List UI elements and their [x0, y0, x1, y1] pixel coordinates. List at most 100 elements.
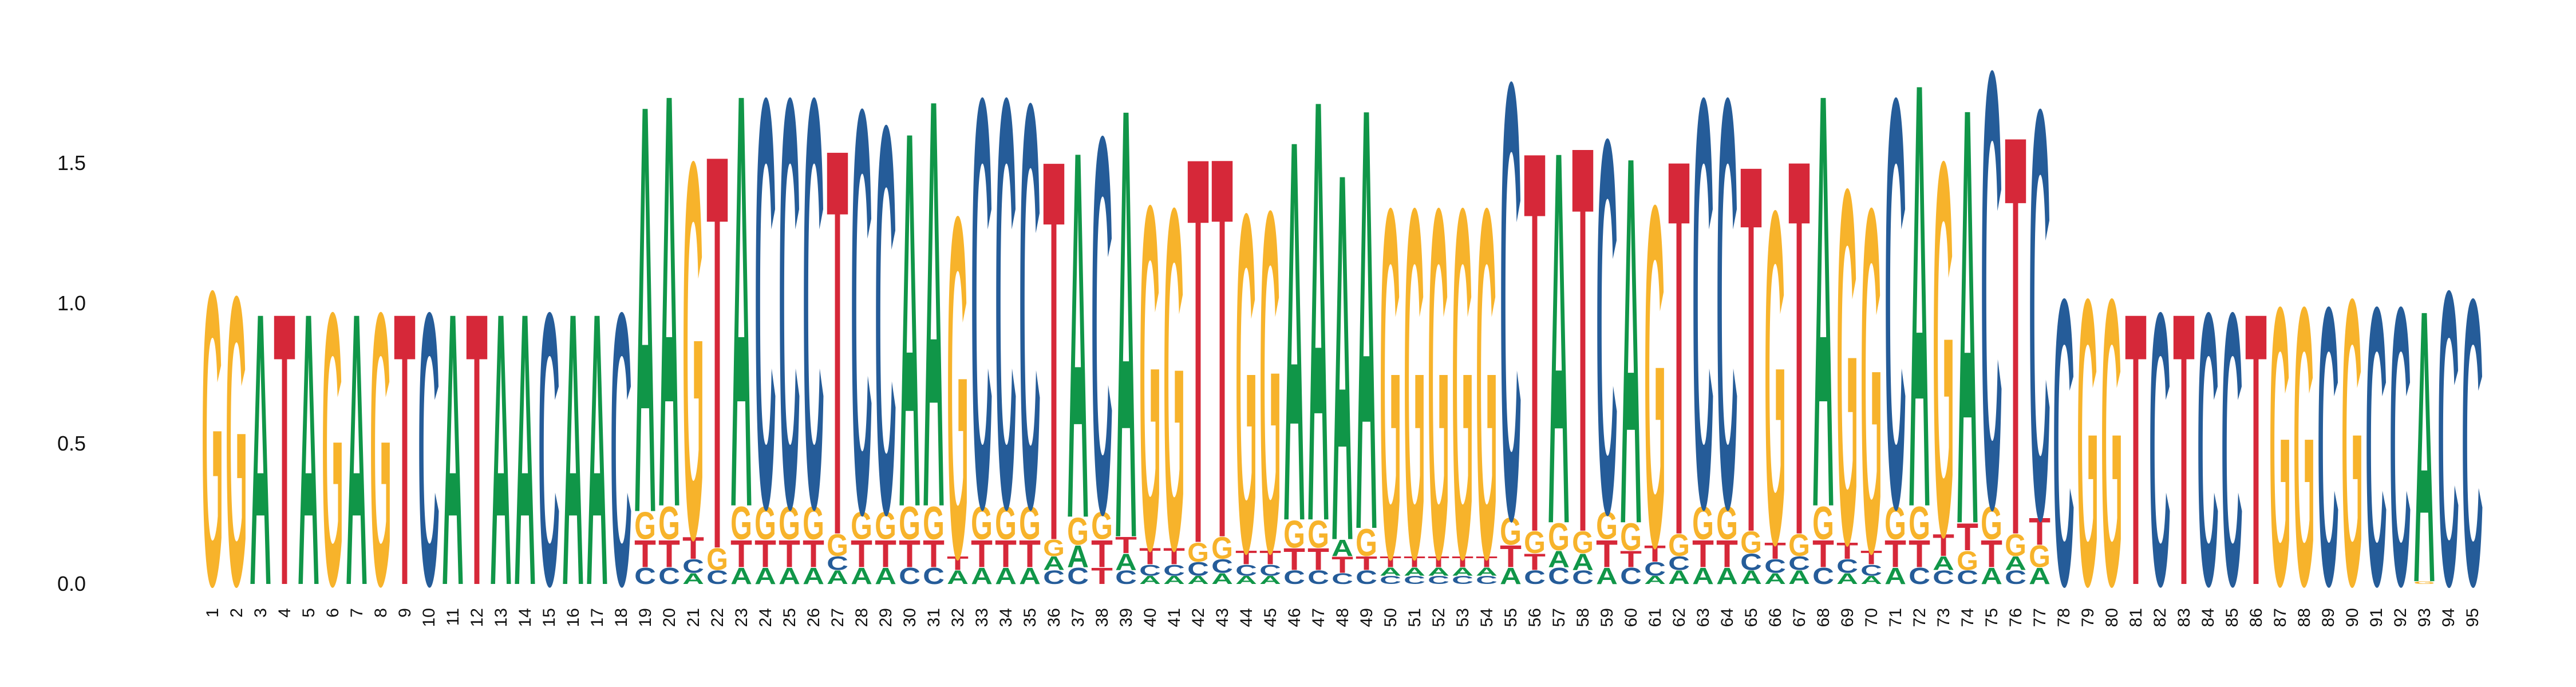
- x-tick-label: 22: [708, 608, 727, 627]
- logo-letter-A: A: [2005, 552, 2026, 574]
- x-tick-label: 39: [1117, 608, 1136, 627]
- logo-letter-G: G: [706, 542, 728, 577]
- x-tick-label: 90: [2343, 608, 2362, 627]
- logo-letter-A: A: [1668, 567, 1690, 589]
- logo-letter-A: A: [1812, 0, 1834, 631]
- x-tick-label: 88: [2295, 608, 2314, 627]
- logo-letter-T: T: [995, 532, 1017, 575]
- logo-letter-C: C: [827, 552, 848, 574]
- logo-letter-C: C: [1043, 567, 1065, 589]
- logo-letter-C: C: [2317, 224, 2339, 669]
- logo-letter-G: G: [2341, 215, 2363, 671]
- x-tick-label: 57: [1550, 608, 1568, 627]
- x-tick-label: 73: [1934, 608, 1953, 627]
- logo-letter-C: C: [2221, 232, 2243, 667]
- logo-letter-C: C: [418, 232, 440, 667]
- logo-letter-A: A: [1764, 570, 1786, 587]
- logo-letter-A: A: [730, 0, 752, 631]
- logo-column: A: [562, 232, 584, 667]
- logo-column: T: [394, 232, 416, 667]
- logo-column: ATG: [947, 116, 969, 660]
- logo-letter-C: C: [875, 10, 896, 629]
- logo-letter-T: T: [923, 532, 945, 575]
- logo-letter-A: A: [730, 563, 752, 589]
- logo-letter-T: T: [2125, 232, 2147, 667]
- logo-column: A: [298, 232, 319, 667]
- logo-letter-C: C: [2197, 232, 2219, 667]
- x-tick-label: 11: [444, 608, 463, 626]
- x-tick-label: 12: [468, 608, 487, 627]
- logo-letter-C: C: [1860, 562, 1882, 579]
- logo-letter-A: A: [1115, 549, 1137, 575]
- logo-letter-G: G: [1476, 105, 1498, 662]
- logo-letter-C: C: [1500, 0, 1522, 649]
- logo-letter-C: C: [2462, 214, 2483, 671]
- logo-letter-A: A: [1572, 549, 1594, 575]
- logo-letter-C: C: [1283, 567, 1305, 589]
- logo-letter-C: C: [1428, 574, 1449, 587]
- x-tick-label: 7: [347, 608, 366, 618]
- logo-column: G: [226, 211, 247, 672]
- logo-letter-A: A: [346, 232, 368, 667]
- logo-letter-C: C: [1019, 0, 1041, 628]
- logo-letter-A: A: [1716, 563, 1738, 589]
- logo-letter-G: G: [1981, 498, 2002, 550]
- logo-letter-G: G: [2413, 581, 2435, 585]
- logo-letter-C: C: [2389, 224, 2411, 669]
- logo-letter-C: C: [1307, 567, 1329, 589]
- logo-letter-A: A: [1548, 39, 1570, 635]
- logo-letter-G: G: [803, 498, 824, 550]
- logo-letter-C: C: [610, 232, 632, 667]
- logo-letter-G: G: [1764, 112, 1786, 643]
- logo-letter-T: T: [1500, 539, 1522, 574]
- x-tick-label: 6: [323, 608, 342, 618]
- logo-letter-T: T: [803, 532, 824, 575]
- logo-letter-G: G: [1933, 50, 1954, 646]
- logo-letter-T: T: [1283, 542, 1305, 577]
- logo-letter-G: G: [634, 503, 656, 547]
- logo-letter-T: T: [1307, 542, 1329, 577]
- logo-letter-A: A: [923, 0, 945, 630]
- x-tick-label: 81: [2127, 608, 2146, 627]
- logo-letter-A: A: [1452, 565, 1473, 578]
- logo-letter-G: G: [923, 498, 945, 550]
- x-tick-label: 41: [1165, 608, 1184, 627]
- logo-letter-A: A: [754, 563, 776, 589]
- x-tick-label: 8: [372, 608, 390, 618]
- logo-letter-C: C: [899, 563, 920, 589]
- x-tick-label: 31: [924, 608, 943, 627]
- logo-letter-C: C: [995, 0, 1017, 630]
- logo-letter-G: G: [1909, 498, 1930, 550]
- x-tick-label: 29: [876, 608, 895, 627]
- x-tick-label: 40: [1141, 608, 1160, 627]
- logo-letter-G: G: [827, 527, 848, 562]
- logo-letter-A: A: [1139, 574, 1161, 587]
- logo-letter-C: C: [1620, 563, 1642, 589]
- logo-column: G: [2101, 215, 2123, 671]
- logo-letter-A: A: [1428, 565, 1449, 578]
- logo-letter-T: T: [1957, 515, 1978, 558]
- logo-letter-T: T: [682, 531, 704, 566]
- logo-letter-G: G: [202, 203, 223, 673]
- logo-letter-G: G: [947, 116, 969, 660]
- logo-letter-A: A: [562, 232, 584, 667]
- logo-letter-T: T: [394, 232, 416, 667]
- logo-letter-A: A: [1644, 574, 1666, 587]
- logo-column: T: [466, 232, 488, 667]
- x-tick-label: 94: [2439, 608, 2458, 627]
- logo-letter-A: A: [682, 570, 704, 587]
